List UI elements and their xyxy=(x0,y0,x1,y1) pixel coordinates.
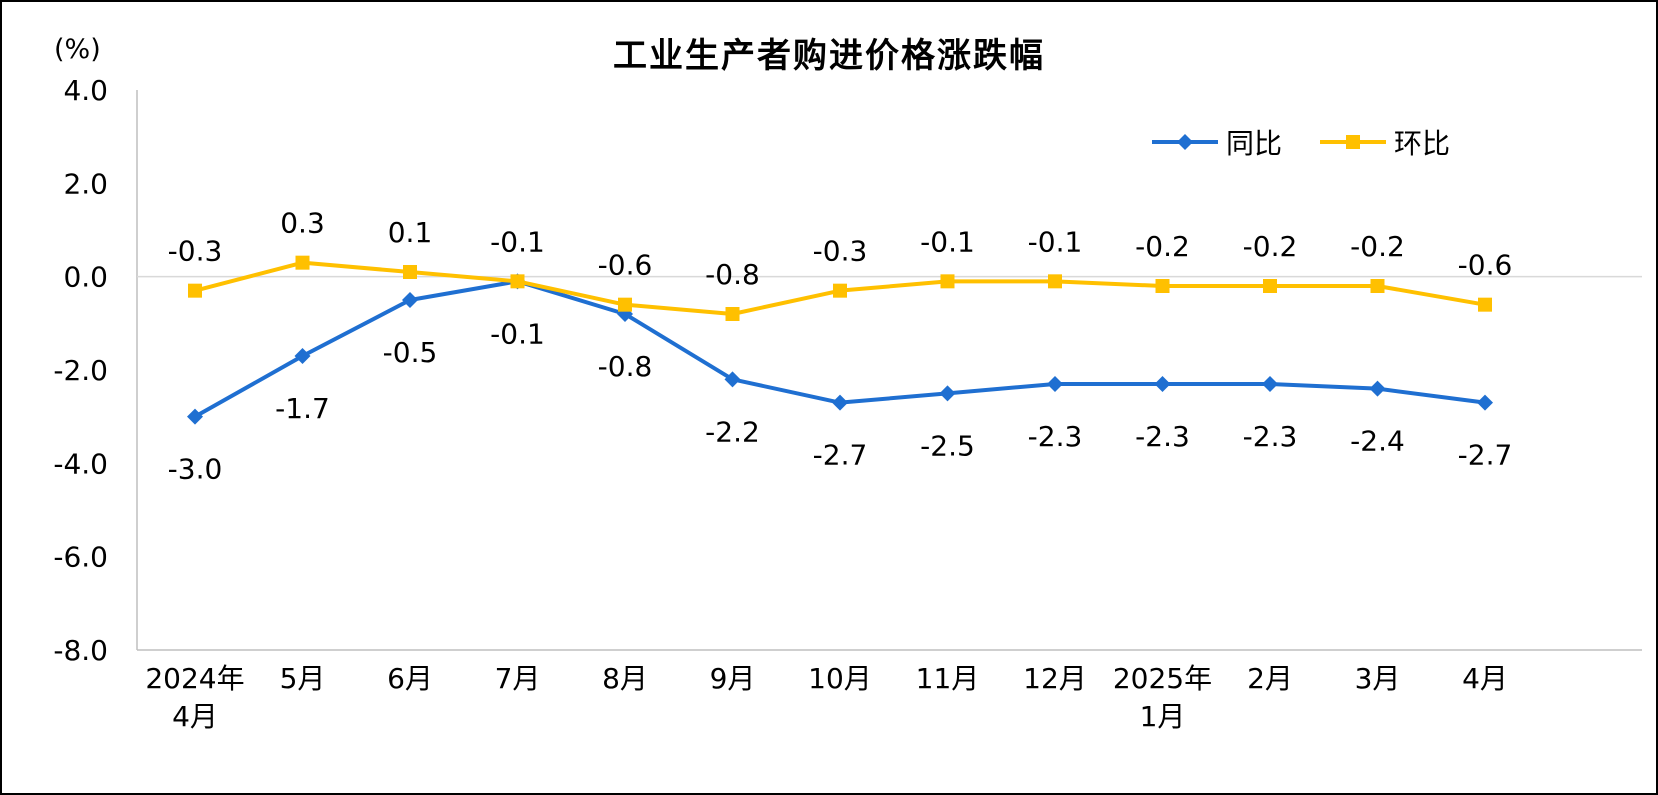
data-point-marker xyxy=(618,297,632,312)
legend: 同比 环比 xyxy=(1152,122,1450,162)
data-point-marker xyxy=(939,385,956,402)
data-label: -0.1 xyxy=(490,225,545,258)
data-label: 0.3 xyxy=(280,207,325,240)
data-point-marker xyxy=(1263,279,1277,293)
y-tick-label: -8.0 xyxy=(53,634,108,667)
y-tick-label: -6.0 xyxy=(53,541,108,574)
data-label: -0.6 xyxy=(598,249,653,282)
data-label: -3.0 xyxy=(168,453,223,486)
tongbi-line-diamond-icon xyxy=(1152,134,1218,150)
data-label: -2.3 xyxy=(1135,420,1190,453)
data-point-marker xyxy=(1048,274,1062,289)
y-tick-label: 0.0 xyxy=(63,261,108,294)
data-label: -0.8 xyxy=(705,258,760,291)
data-label: -0.8 xyxy=(598,350,653,383)
data-point-marker xyxy=(510,274,525,289)
y-axis-unit-label: (%) xyxy=(54,34,101,65)
x-tick-label: 9月 xyxy=(710,662,756,695)
x-tick-label: 6月 xyxy=(387,662,433,695)
data-point-marker xyxy=(1478,297,1492,312)
chart-title: 工业生产者购进价格涨跌幅 xyxy=(613,36,1045,76)
x-tick-label: 2025年 xyxy=(1113,662,1212,695)
huanbi-line-square-icon xyxy=(1320,135,1387,149)
data-label: -1.7 xyxy=(275,392,330,425)
data-label: -2.4 xyxy=(1350,425,1405,458)
data-point-marker xyxy=(1154,376,1171,392)
x-tick-label: 8月 xyxy=(602,662,648,695)
y-tick-label: 4.0 xyxy=(63,74,108,107)
data-point-marker xyxy=(725,307,740,321)
data-label: -0.5 xyxy=(383,336,438,369)
data-label: -0.1 xyxy=(490,317,545,350)
data-label: -2.3 xyxy=(1028,420,1083,453)
data-label: -2.2 xyxy=(705,415,760,448)
data-point-marker xyxy=(187,408,203,425)
data-label: -0.2 xyxy=(1350,230,1405,263)
x-tick-label: 3月 xyxy=(1355,662,1401,695)
x-tick-label: 12月 xyxy=(1023,662,1087,695)
data-point-marker xyxy=(1477,394,1493,411)
data-point-marker xyxy=(833,283,847,298)
x-tick-label: 10月 xyxy=(808,662,872,695)
data-point-marker xyxy=(832,394,848,411)
y-tick-label: -2.0 xyxy=(53,354,108,387)
legend-label-tongbi: 同比 xyxy=(1226,127,1283,160)
data-label: -2.7 xyxy=(1458,439,1513,472)
x-tick-label: 2024年 xyxy=(145,662,244,695)
data-label: -0.3 xyxy=(168,235,223,268)
data-point-marker xyxy=(1047,376,1063,392)
data-point-marker xyxy=(724,371,741,388)
y-tick-label: 2.0 xyxy=(63,167,108,200)
data-point-marker xyxy=(402,292,418,308)
data-point-marker xyxy=(403,265,417,279)
x-tick-label: 4月 xyxy=(172,700,218,733)
data-point-marker xyxy=(940,274,955,289)
data-point-marker xyxy=(1369,380,1386,397)
data-label: -0.2 xyxy=(1243,230,1298,263)
x-tick-label: 5月 xyxy=(280,662,326,695)
legend-item-tongbi: 同比 xyxy=(1152,122,1282,162)
x-tick-label: 11月 xyxy=(916,662,980,695)
data-label: -0.1 xyxy=(1028,225,1083,258)
data-point-marker xyxy=(294,348,311,364)
x-tick-label: 1月 xyxy=(1140,700,1186,733)
data-label: -2.7 xyxy=(813,439,868,472)
data-point-marker xyxy=(1155,279,1170,293)
y-tick-label: -4.0 xyxy=(53,447,108,480)
x-tick-label: 4月 xyxy=(1462,662,1508,695)
data-label: 0.1 xyxy=(388,216,433,249)
x-tick-label: 2月 xyxy=(1247,662,1293,695)
legend-item-huanbi: 环比 xyxy=(1320,122,1450,162)
data-label: -0.1 xyxy=(920,225,975,258)
data-point-marker xyxy=(1370,279,1385,293)
data-label: -2.5 xyxy=(920,429,975,462)
legend-label-huanbi: 环比 xyxy=(1394,127,1451,160)
data-label: -0.2 xyxy=(1135,230,1190,263)
data-label: -0.6 xyxy=(1458,249,1513,282)
x-tick-label: 7月 xyxy=(495,662,541,695)
data-point-marker xyxy=(1262,376,1278,392)
data-point-marker xyxy=(188,283,202,298)
data-label: -0.3 xyxy=(813,235,868,268)
data-point-marker xyxy=(295,255,310,270)
data-label: -2.3 xyxy=(1243,420,1298,453)
